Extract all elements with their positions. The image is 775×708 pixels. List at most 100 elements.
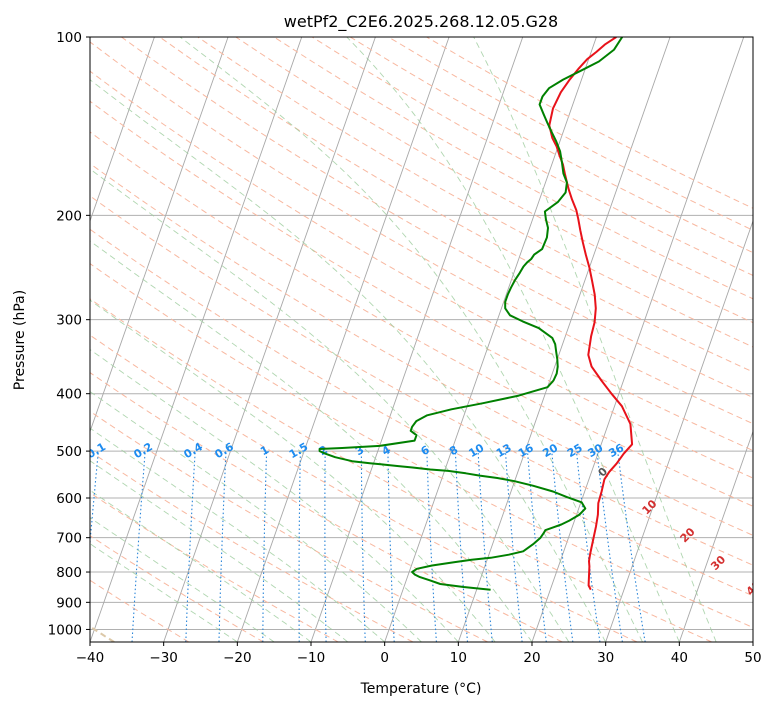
moist-adiabat-line [90,299,496,642]
dry-adiabat-line [90,162,753,536]
y-tick-label: 700 [56,531,82,547]
dry-adiabat-label: -10 [0,425,22,449]
mixing-ratio-line [262,451,268,642]
mixing-ratio-line [360,451,366,642]
moist-adiabat-line [90,168,570,642]
mixing-ratio-label: 0.6 [212,440,236,461]
y-tick-label: 1000 [48,622,82,638]
y-axis: 100 200 300 400 500 600 700 800 900 1000 [48,30,90,638]
mixing-ratio-line [575,451,601,642]
x-tick-label: −40 [76,650,105,666]
dry-adiabat-line [90,228,753,597]
x-tick-label: 20 [523,650,540,666]
moist-adiabat-line [90,543,238,642]
dry-adiabat-line [90,195,753,566]
mixing-ratio-line [526,451,547,642]
mixing-ratio-label: 6 [419,443,432,458]
y-tick-label: 100 [56,30,82,46]
mixing-ratio-line [454,451,469,642]
mixing-ratio-line [90,451,99,550]
mixing-ratio-label: 0.2 [132,440,155,461]
x-tick-label: −10 [297,650,326,666]
moist-adiabat-line [90,79,607,642]
dry-adiabat-line [235,37,753,324]
dry-adiabat-line [90,263,753,629]
dry-adiabat-line [90,579,190,642]
mixing-ratio-label: 36 [606,441,626,460]
moist-adiabat-label: 20 [678,525,698,545]
dry-adiabat-line [121,37,753,399]
isotherm-line [752,640,753,642]
dry-adiabat-line [90,70,753,452]
y-tick-label: 400 [56,387,82,403]
plot-area: 0.10.20.40.611.52346810131620253036-100-… [0,37,753,642]
dry-adiabat-line [197,37,753,348]
moist-adiabat-line [90,391,422,642]
chart-title: wetPf2_C2E6.2025.268.12.05.G28 [284,12,558,32]
moist-adiabat-line [90,427,385,642]
y-tick-label: 200 [56,208,82,224]
moist-adiabat-line [90,240,533,642]
dry-adiabat-line [90,372,563,642]
mixing-ratio-line [617,451,646,642]
mixing-ratio-label: 0.4 [182,440,206,461]
mixing-ratio-line [504,451,523,642]
plot-frame [89,36,754,643]
mixing-ratio-line [596,451,623,642]
mixing-ratio-line [298,451,301,642]
y-tick-label: 500 [56,444,82,460]
dry-adiabat-line [90,334,638,642]
isotherm-line [90,37,229,433]
dry-adiabat-line [388,37,753,231]
x-tick-label: −30 [149,650,178,666]
dry-adiabat-line [311,37,753,276]
isotherm-line [90,37,155,223]
mixing-ratio-line [551,451,574,642]
x-tick-label: 30 [597,650,614,666]
mixing-ratio-label: 25 [565,441,585,460]
isotherm-line [163,37,376,642]
mixing-ratio-label: 16 [516,441,536,460]
moist-adiabat-line [90,348,459,642]
x-axis: −40 −30 −20 −10 0 10 20 30 40 50 [76,642,762,666]
x-tick-label: 40 [671,650,688,666]
dry-adiabat-line [273,37,753,300]
dry-adiabat-line [159,37,753,373]
x-tick-label: 0 [380,650,389,666]
dry-adiabat-line [90,492,339,642]
isotherm-line [236,37,450,642]
moist-adiabat-line [179,37,643,642]
mixing-ratio-line [131,451,146,642]
dry-adiabat-line [90,41,753,425]
mixing-ratio-line [477,451,493,642]
isotherm-line [605,219,753,642]
isotherm-line [384,37,597,642]
x-tick-label: 10 [450,650,467,666]
mixing-ratio-label: 10 [467,441,487,460]
isotherm-line [90,37,303,642]
y-axis-label: Pressure (hPa) [12,290,28,390]
isotherm-line [0,37,7,642]
x-axis-label: Temperature (°C) [360,681,482,697]
dry-adiabat-line [90,450,414,642]
moist-adiabat-label: 30 [708,553,728,573]
moist-adiabat-line [346,37,680,642]
dry-adiabat-line [90,410,488,642]
dewpoint-line [318,37,624,591]
dry-adiabat-line [90,535,264,642]
isotherm-line [678,430,753,642]
x-tick-label: −20 [223,650,252,666]
mixing-ratio-line [324,451,327,642]
isotherm-line [531,37,745,642]
moist-adiabat-label: 10 [640,497,660,517]
y-tick-label: 600 [56,491,82,507]
y-tick-label: 300 [56,313,82,329]
dry-adiabat-line [90,298,712,642]
y-tick-label: 800 [56,565,82,581]
dry-adiabat-line [90,100,753,479]
isotherm-line [457,37,671,642]
moist-adiabat-line [90,489,312,642]
moist-adiabat-line [473,37,717,642]
mixing-ratio-label: 13 [494,441,514,460]
